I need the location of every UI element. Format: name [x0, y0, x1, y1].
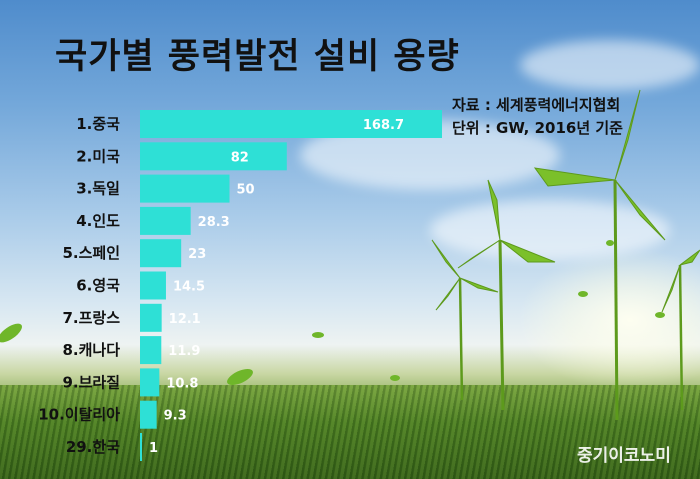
bar [140, 303, 162, 332]
value-label: 11.9 [168, 344, 200, 359]
category-label: 10.이탈리아 [38, 406, 120, 424]
bar [140, 336, 162, 365]
bar [140, 368, 160, 397]
category-label: 1.중국 [76, 115, 120, 133]
source-line: 자료 : 세계풍력에너지협회 [452, 96, 621, 114]
bar [140, 433, 142, 461]
value-label: 1 [149, 441, 158, 456]
bar [140, 400, 157, 429]
cloud [520, 40, 700, 90]
sun-glow [520, 250, 700, 390]
leaf-icon [0, 240, 665, 386]
bar [140, 110, 442, 138]
value-label: 23 [188, 247, 206, 262]
bar [140, 142, 287, 171]
category-label: 3.독일 [76, 180, 120, 198]
value-label: 50 [237, 183, 255, 198]
category-label: 9.브라질 [62, 373, 120, 391]
bar [140, 271, 166, 300]
category-label: 7.프랑스 [62, 309, 120, 327]
category-label: 4.인도 [76, 212, 120, 230]
value-label: 28.3 [198, 215, 230, 230]
publisher-logo: 중기이코노미 [577, 446, 671, 466]
value-label: 168.7 [363, 118, 404, 133]
category-label: 6.영국 [76, 277, 120, 295]
unit-line: 단위 : GW, 2016년 기준 [452, 119, 623, 137]
bar [140, 239, 182, 268]
value-label: 14.5 [173, 280, 205, 295]
value-label: 10.8 [166, 376, 198, 391]
value-label: 9.3 [164, 409, 187, 424]
source-note: 자료 : 세계풍력에너지협회 단위 : GW, 2016년 기준 [452, 94, 623, 140]
value-label: 12.1 [169, 312, 201, 327]
category-label: 8.캐나다 [62, 341, 120, 359]
category-label: 5.스페인 [62, 244, 120, 262]
chart-title: 국가별 풍력발전 설비 용량 [55, 37, 460, 77]
grass-field [0, 385, 700, 479]
cloud [430, 200, 670, 260]
bar [140, 206, 191, 235]
value-label: 82 [231, 150, 249, 165]
category-label: 29.한국 [66, 438, 120, 456]
category-label: 2.미국 [76, 147, 120, 165]
bar [140, 174, 230, 203]
sprout-turbine-icon [431, 89, 700, 421]
